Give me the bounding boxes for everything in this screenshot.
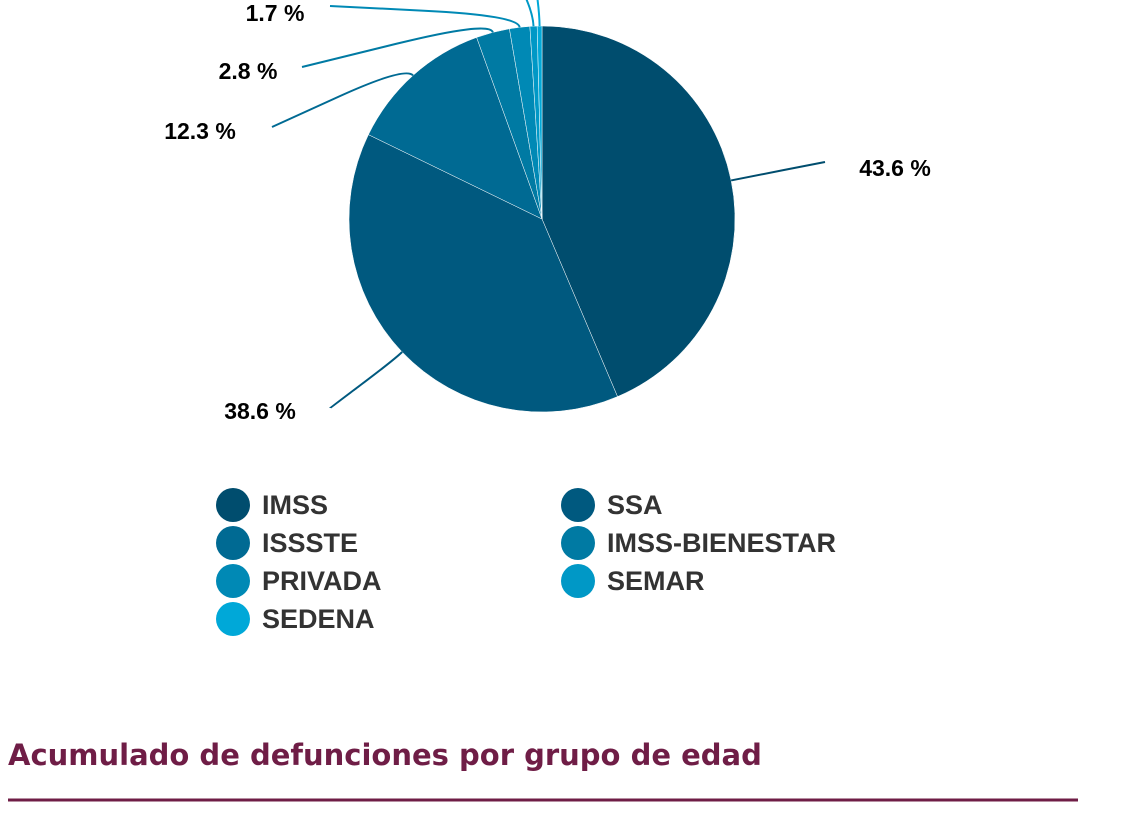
leader-line	[301, 27, 494, 68]
pie-slice	[348, 134, 618, 413]
data-label: 2.8 %	[219, 58, 278, 84]
legend-swatch	[561, 564, 595, 598]
legend-label: SEMAR	[607, 566, 705, 596]
section-title: Acumulado de defunciones por grupo de ed…	[8, 738, 762, 772]
legend-swatch	[216, 526, 250, 560]
data-label: 12.3 %	[164, 118, 236, 144]
leader-line	[525, 0, 535, 27]
legend-label: ISSSTE	[262, 528, 358, 558]
legend-label: PRIVADA	[262, 566, 382, 596]
legend-label: IMSS	[262, 490, 328, 520]
pie-slice	[368, 37, 543, 220]
legend-swatch	[216, 564, 250, 598]
legend-label: SSA	[607, 490, 663, 520]
leader-line	[730, 161, 826, 182]
leader-line	[271, 72, 414, 128]
data-label: 43.6 %	[859, 155, 931, 181]
legend-label: SEDENA	[262, 604, 375, 634]
data-label: 1.7 %	[246, 0, 305, 26]
legend-swatch	[216, 488, 250, 522]
legend-swatch	[561, 526, 595, 560]
legend-swatch	[216, 602, 250, 636]
leader-line	[329, 5, 521, 28]
leader-line	[536, 0, 541, 27]
data-label: 38.6 %	[224, 398, 296, 424]
legend-label: IMSS-BIENESTAR	[607, 528, 836, 558]
legend-swatch	[561, 488, 595, 522]
leader-line	[329, 351, 403, 409]
pie-slice	[536, 25, 543, 220]
